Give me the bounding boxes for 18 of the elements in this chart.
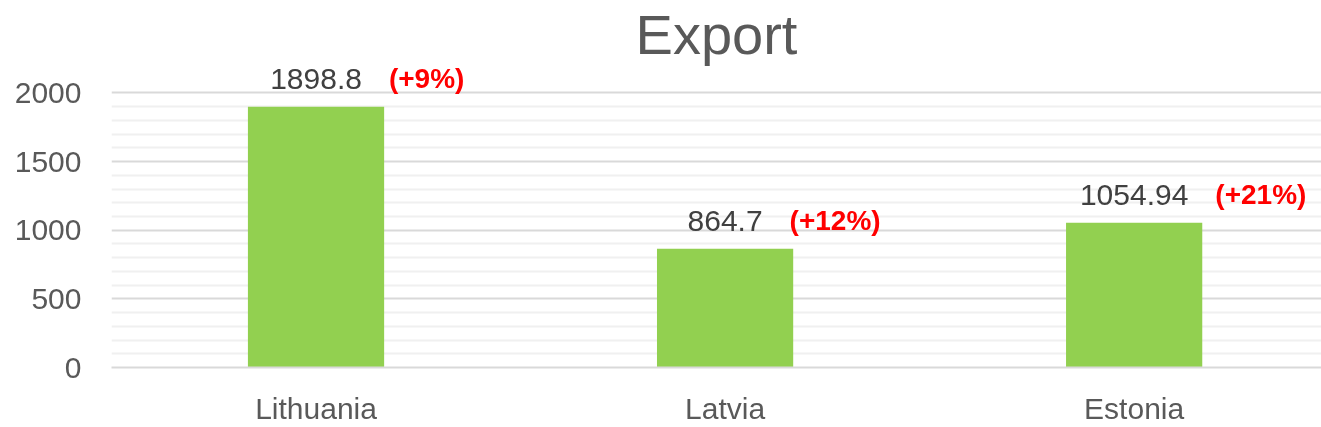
bar	[1066, 222, 1203, 368]
x-tick-label: Lithuania	[255, 391, 378, 425]
y-tick-label: 500	[31, 281, 82, 315]
data-label: 1898.8	[270, 61, 362, 95]
chart-title: Export	[635, 2, 798, 66]
bar	[656, 248, 794, 368]
y-tick-label: 1000	[14, 213, 82, 247]
y-tick-label: 0	[64, 350, 82, 384]
annotation: (+21%)	[1215, 179, 1307, 211]
y-tick-label: 2000	[14, 75, 82, 109]
bar	[247, 106, 385, 368]
annotation: (+9%)	[388, 63, 465, 95]
x-tick-label: Latvia	[685, 391, 766, 425]
annotation: (+12%)	[789, 205, 881, 237]
data-label: 1054.94	[1079, 177, 1189, 211]
y-tick-label: 1500	[14, 144, 82, 178]
x-tick-label: Estonia	[1084, 391, 1185, 425]
data-label: 864.7	[687, 203, 763, 237]
